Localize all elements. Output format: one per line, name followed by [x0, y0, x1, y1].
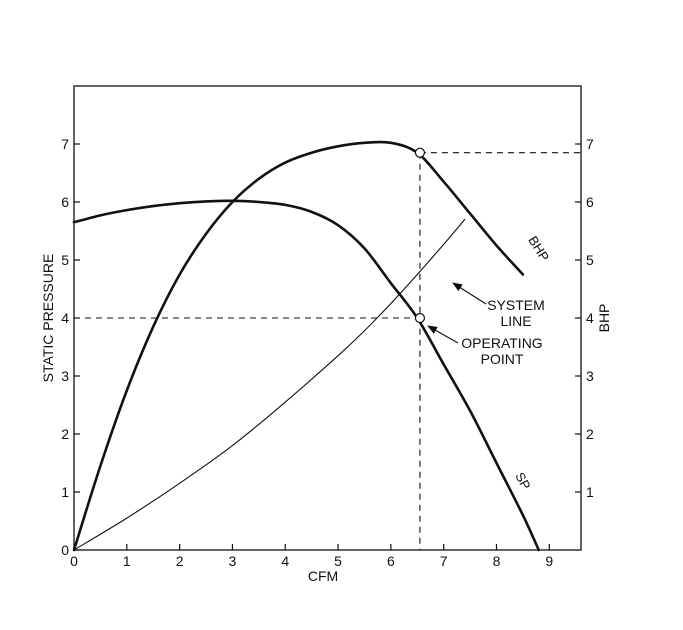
- y-tick-label: 6: [61, 194, 69, 210]
- bhp-point-marker: [414, 147, 426, 158]
- system-line-label-line1: SYSTEM: [487, 297, 545, 313]
- x-tick-label: 5: [334, 553, 342, 569]
- operating-point-label-line2: POINT: [481, 351, 524, 367]
- operating-point-arrow: [427, 325, 459, 344]
- x-tick-label: 8: [493, 553, 501, 569]
- x-tick-label: 1: [123, 553, 131, 569]
- operating-point-marker: [414, 312, 426, 324]
- bhp-curve-label: BHP: [525, 233, 552, 264]
- sp-curve: [72, 199, 541, 552]
- x-tick-label: 6: [387, 553, 395, 569]
- curves-layer: [72, 140, 541, 552]
- bhp-curve: [72, 140, 525, 552]
- y2-tick-label: 5: [586, 252, 594, 268]
- x-tick-label: 3: [229, 553, 237, 569]
- system-line-arrow: [452, 282, 487, 305]
- guides-layer: [74, 152, 581, 550]
- operating-point-label-line1: OPERATING: [461, 335, 542, 351]
- y-tick-label: 2: [61, 426, 69, 442]
- x-axis-title: CFM: [308, 568, 338, 584]
- y-tick-label: 7: [61, 136, 69, 152]
- x-tick-label: 7: [440, 553, 448, 569]
- x-tick-label: 0: [70, 553, 78, 569]
- y-tick-label: 4: [61, 310, 69, 326]
- x-tick-label: 9: [545, 553, 553, 569]
- y2-axis-title: BHP: [596, 304, 612, 333]
- y-tick-label: 3: [61, 368, 69, 384]
- system-line-label-line2: LINE: [500, 313, 531, 329]
- x-tick-label: 2: [176, 553, 184, 569]
- system-line-curve: [73, 218, 466, 551]
- y-axis-title: STATIC PRESSURE: [40, 254, 56, 383]
- ticks-layer: 0 1 2 3 4 5 6 7 8 9 0 1 2 3 4 5 6 7 1 2 3 4 5 6 7: [61, 136, 594, 569]
- y2-tick-label: 3: [586, 368, 594, 384]
- y2-tick-label: 7: [586, 136, 594, 152]
- y-tick-label: 1: [61, 484, 69, 500]
- y2-tick-label: 1: [586, 484, 594, 500]
- y2-tick-label: 2: [586, 426, 594, 442]
- x-tick-label: 4: [281, 553, 289, 569]
- y-tick-label: 0: [61, 542, 69, 558]
- y2-tick-label: 4: [586, 310, 594, 326]
- markers-layer: [414, 147, 426, 324]
- y2-tick-label: 6: [586, 194, 594, 210]
- y-tick-label: 5: [61, 252, 69, 268]
- sp-curve-label: SP: [512, 470, 533, 492]
